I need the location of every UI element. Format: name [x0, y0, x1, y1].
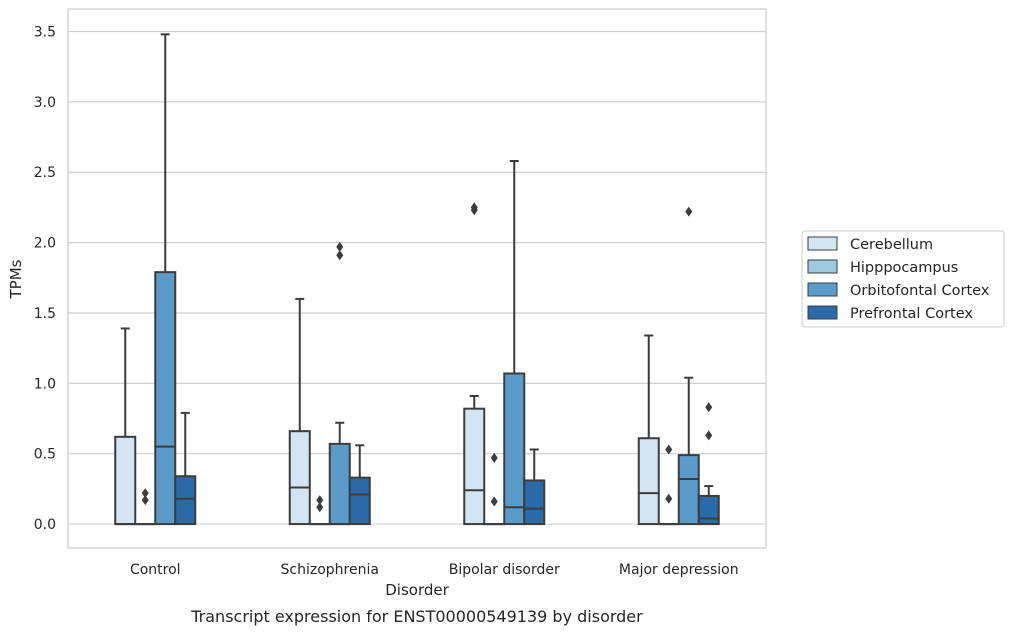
- box-marks: [114, 33, 720, 526]
- box-3-3: [697, 402, 720, 526]
- box-body: [463, 407, 486, 526]
- outlier-point: [705, 430, 713, 441]
- legend-frame: [801, 230, 1005, 328]
- box-body: [288, 430, 311, 526]
- box-body: [503, 372, 526, 526]
- outlier-point: [490, 496, 498, 507]
- x-tick-label: Bipolar disorder: [449, 562, 560, 578]
- box-body: [697, 494, 720, 526]
- outlier-point: [470, 202, 478, 213]
- outlier-point: [665, 444, 673, 455]
- box-0-2: [463, 202, 486, 526]
- legend-swatch: [807, 236, 838, 251]
- y-tick-label: 1.0: [34, 376, 56, 392]
- y-tick-label: 3.0: [34, 95, 56, 111]
- box-2-2: [503, 159, 526, 526]
- box-body: [637, 437, 660, 526]
- box-body: [328, 442, 351, 526]
- legend-swatch: [807, 282, 838, 297]
- outlier-point: [336, 241, 344, 252]
- outlier-point: [665, 493, 673, 504]
- y-tick-label: 0.5: [34, 447, 56, 463]
- box-1-3: [657, 444, 680, 526]
- box-body: [174, 475, 197, 526]
- box-body: [677, 454, 700, 526]
- y-tick-label: 2.5: [34, 165, 56, 181]
- box-3-1: [348, 444, 371, 526]
- box-1-0: [134, 488, 157, 526]
- box-body: [154, 271, 177, 526]
- outlier-point: [141, 495, 149, 506]
- box-3-0: [174, 411, 197, 526]
- x-tick-label: Control: [130, 562, 181, 578]
- box-3-2: [523, 448, 546, 526]
- outlier-point: [705, 402, 713, 413]
- y-tick-label: 1.5: [34, 306, 56, 322]
- outlier-point: [336, 250, 344, 261]
- box-1-2: [483, 452, 506, 526]
- outlier-point: [316, 502, 324, 513]
- box-2-0: [154, 33, 177, 526]
- box-body: [348, 476, 371, 526]
- outlier-point: [490, 452, 498, 463]
- box-1-1: [308, 495, 331, 526]
- y-tick-label: 0.0: [34, 517, 56, 533]
- y-axis-title: TPMs: [7, 259, 25, 299]
- box-body: [523, 479, 546, 526]
- box-0-1: [288, 297, 311, 526]
- legend-label: Cerebellum: [850, 237, 933, 253]
- x-axis-title: Disorder: [385, 581, 449, 599]
- legend-label: Prefrontal Cortex: [850, 306, 973, 322]
- chart-caption: Transcript expression for ENST0000054913…: [190, 607, 643, 626]
- legend-label: Hipppocampus: [850, 260, 958, 276]
- outlier-point: [141, 488, 149, 499]
- box-2-3: [677, 206, 700, 526]
- y-tick-label: 2.0: [34, 236, 56, 252]
- legend-swatch: [807, 305, 838, 320]
- box-body: [114, 435, 137, 526]
- box-0-3: [637, 334, 660, 526]
- box-0-0: [114, 327, 137, 526]
- x-tick-label: Major depression: [619, 562, 739, 578]
- outlier-point: [685, 206, 693, 217]
- legend-label: Orbitofontal Cortex: [850, 283, 990, 299]
- legend-swatch: [807, 259, 838, 274]
- outlier-point: [316, 495, 324, 506]
- x-tick-labels: Control Schizophrenia Bipolar disorder Majo…: [130, 562, 739, 578]
- x-tick-label: Schizophrenia: [281, 562, 379, 578]
- y-tick-label: 3.5: [34, 25, 56, 41]
- y-tick-labels: 0.0 0.5 1.0 1.5 2.0 2.5 3.0 3.5: [34, 25, 56, 534]
- plot-frame: [67, 8, 767, 549]
- legend: Cerebellum Hipppocampus Orbitofontal Corte…: [801, 230, 1005, 328]
